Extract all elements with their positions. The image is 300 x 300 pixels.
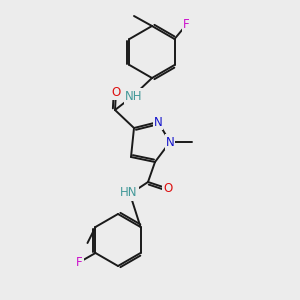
Text: N: N <box>166 136 174 148</box>
Text: O: O <box>111 85 121 98</box>
Text: F: F <box>183 19 190 32</box>
Text: N: N <box>154 116 162 128</box>
Text: HN: HN <box>120 187 138 200</box>
Text: NH: NH <box>125 89 143 103</box>
Text: F: F <box>76 256 83 269</box>
Text: O: O <box>164 182 172 194</box>
